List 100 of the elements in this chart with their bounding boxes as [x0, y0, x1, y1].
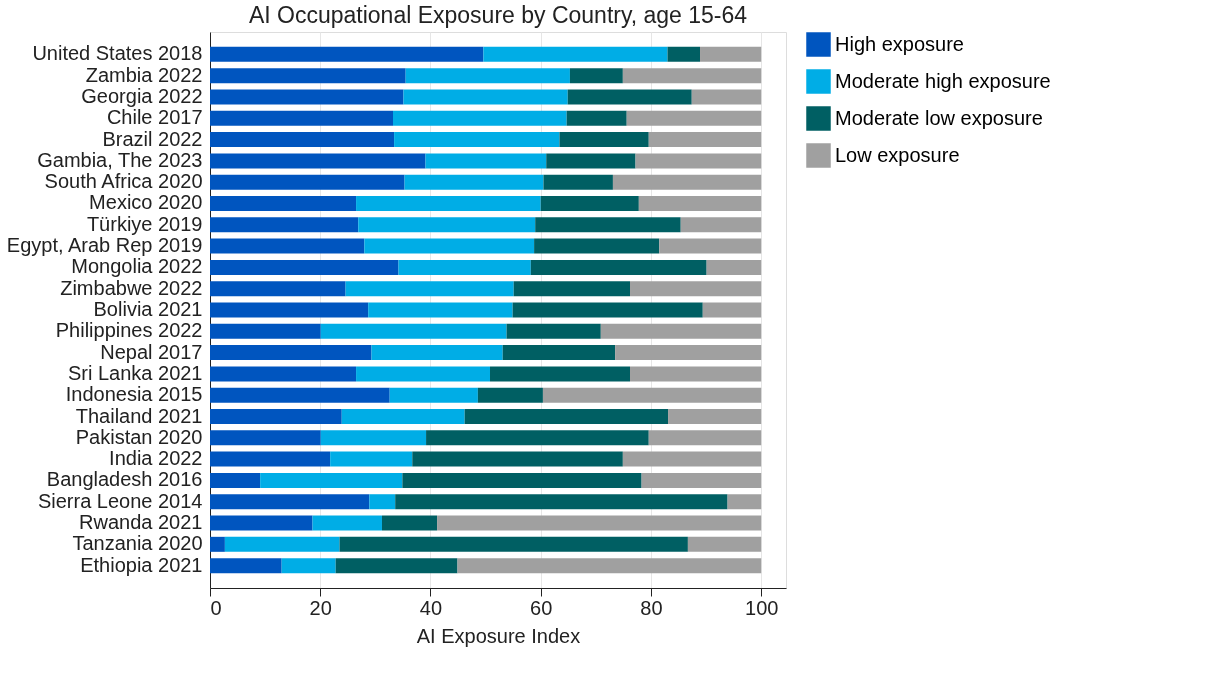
bar — [320, 430, 427, 446]
bar — [702, 302, 762, 318]
bar — [320, 323, 507, 339]
x-tick-label: 0 — [210, 596, 222, 619]
legend-label: High exposure — [835, 32, 964, 55]
bar — [534, 238, 660, 254]
y-tick-label: Zimbabwe 2022 — [60, 276, 203, 299]
y-tick-label: Nepal 2017 — [100, 340, 203, 363]
bar — [210, 46, 484, 62]
bar — [687, 536, 762, 552]
bar — [210, 132, 395, 148]
bar — [393, 110, 567, 126]
bar — [260, 472, 403, 488]
bar — [210, 217, 359, 233]
y-tick-label: Tanzania 2020 — [72, 532, 203, 555]
x-tick-label: 100 — [745, 596, 779, 619]
legend-label: Moderate high exposure — [835, 69, 1051, 92]
bar — [341, 409, 465, 425]
bar — [540, 195, 639, 211]
y-tick-label: Pakistan 2020 — [75, 425, 203, 448]
y-tick-label: Brazil 2022 — [102, 127, 203, 150]
bar — [210, 281, 346, 297]
bar — [512, 302, 703, 318]
bar — [405, 68, 570, 84]
bar — [612, 174, 762, 190]
bar — [543, 174, 613, 190]
bar — [210, 89, 404, 105]
chart-title: AI Occupational Exposure by Country, age 15-64 — [248, 2, 748, 28]
bar — [210, 430, 321, 446]
x-tick-label: 40 — [419, 596, 443, 619]
y-tick-label: Indonesia 2015 — [65, 383, 203, 406]
bar — [490, 366, 631, 382]
bar — [364, 238, 535, 254]
bar — [426, 430, 649, 446]
y-tick-label: Bangladesh 2016 — [46, 468, 203, 491]
bar — [369, 494, 396, 510]
y-tick-label: Chile 2017 — [106, 106, 203, 129]
bar — [546, 153, 636, 169]
bar — [477, 387, 543, 403]
bar — [622, 451, 762, 467]
bar — [210, 323, 321, 339]
x-axis-title: AI Exposure Index — [416, 624, 581, 647]
y-tick-label: Gambia, The 2023 — [37, 148, 203, 171]
y-tick-label: Mongolia 2022 — [71, 255, 203, 278]
bar — [210, 110, 393, 126]
bar — [394, 132, 560, 148]
bar — [706, 259, 762, 275]
bar — [358, 217, 536, 233]
bar — [535, 217, 681, 233]
y-tick-label: Türkiye 2019 — [86, 212, 203, 235]
x-tick-label: 20 — [309, 596, 332, 619]
bar — [615, 345, 762, 361]
y-tick-label: Mexico 2020 — [89, 191, 203, 214]
bar — [224, 536, 340, 552]
y-tick-label: United States 2018 — [32, 42, 203, 65]
bar — [630, 281, 762, 297]
bar — [210, 558, 282, 574]
y-tick-label: Philippines 2022 — [55, 319, 203, 342]
x-tick-label: 60 — [530, 596, 553, 619]
y-tick-label: India 2022 — [109, 447, 203, 470]
bar — [210, 302, 369, 318]
bar — [345, 281, 514, 297]
bar — [412, 451, 623, 467]
bar — [381, 515, 438, 531]
bar — [389, 387, 478, 403]
bar — [210, 494, 370, 510]
bar — [559, 132, 649, 148]
y-tick-label: Bolivia 2021 — [93, 298, 203, 320]
bar — [402, 472, 642, 488]
bar — [368, 302, 513, 318]
bar — [210, 153, 426, 169]
y-tick-label: Sierra Leone 2014 — [37, 489, 203, 512]
bar — [330, 451, 413, 467]
bar — [513, 281, 631, 297]
y-tick-label: Georgia 2022 — [81, 84, 203, 107]
bar — [626, 110, 762, 126]
bar — [502, 345, 616, 361]
bar — [680, 217, 762, 233]
bar — [437, 515, 762, 531]
bar — [659, 238, 762, 254]
bar — [483, 46, 668, 62]
bar — [425, 153, 547, 169]
bar — [395, 494, 728, 510]
bar — [404, 174, 544, 190]
y-tick-label: Egypt, Arab Rep 2019 — [6, 234, 203, 257]
x-tick-label: 80 — [640, 596, 663, 619]
bar — [356, 366, 491, 382]
bar — [727, 494, 762, 510]
bar — [667, 46, 701, 62]
bar — [398, 259, 531, 275]
bar — [506, 323, 601, 339]
bar — [335, 558, 458, 574]
bar — [542, 387, 762, 403]
bar — [567, 89, 692, 105]
bar — [648, 430, 762, 446]
bar — [566, 110, 627, 126]
y-tick-label: Ethiopia 2021 — [80, 553, 203, 576]
bar — [638, 195, 762, 211]
bar — [464, 409, 669, 425]
bar — [691, 89, 762, 105]
